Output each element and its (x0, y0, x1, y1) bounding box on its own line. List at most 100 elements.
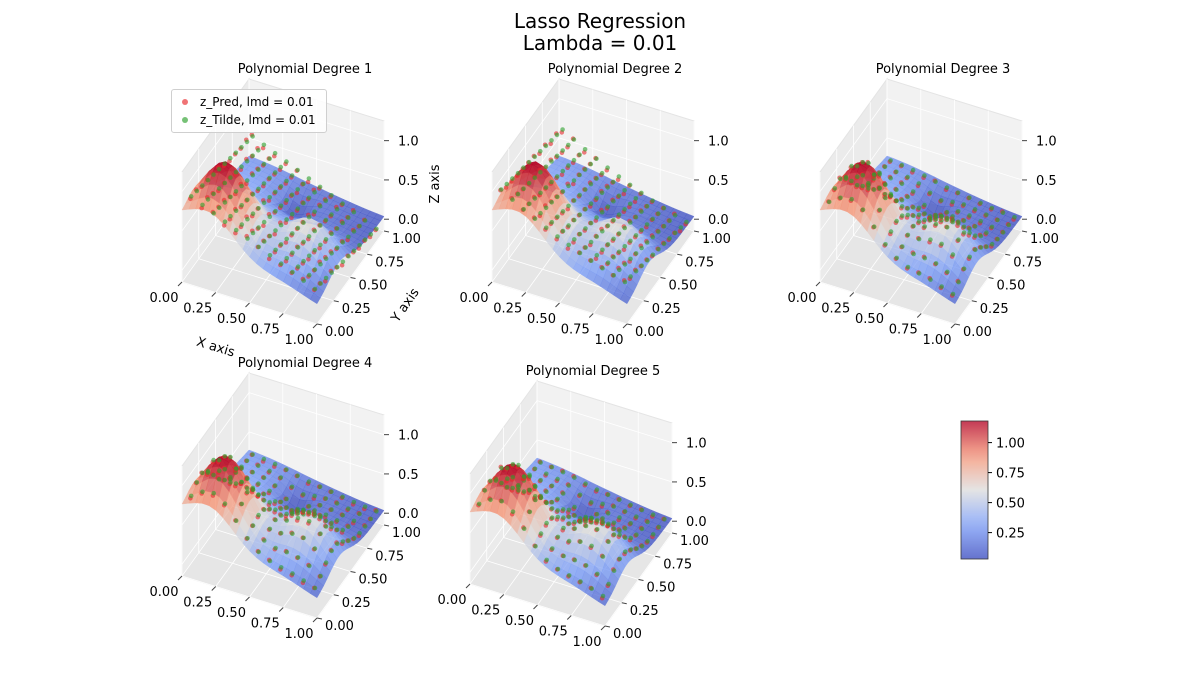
tilde-point (566, 507, 572, 513)
y-tick (671, 532, 678, 535)
tilde-point (628, 238, 633, 244)
grid-line (248, 431, 385, 475)
tilde-point (312, 585, 318, 591)
tilde-point (532, 154, 537, 160)
y-tick (350, 571, 356, 573)
tilde-point (600, 554, 606, 559)
x-tick-label: 1.00 (595, 333, 624, 348)
x-tick (312, 323, 318, 329)
tilde-point (944, 225, 950, 230)
tilde-point (538, 460, 543, 465)
tilde-point (634, 514, 639, 519)
tilde-point (301, 535, 306, 541)
tilde-point (871, 172, 877, 177)
tilde-point (650, 198, 655, 203)
tilde-point (583, 481, 588, 486)
tilde-point (555, 496, 560, 502)
tilde-point (549, 515, 555, 520)
tilde-point (346, 253, 351, 259)
tilde-point (284, 217, 289, 222)
tilde-point (883, 182, 888, 187)
tilde-point (228, 213, 233, 219)
tilde-point (566, 538, 572, 544)
y-tick (693, 230, 700, 233)
tilde-point (527, 474, 532, 479)
tilde-point (323, 560, 329, 565)
tilde-point (922, 255, 928, 261)
tilde-point (899, 197, 905, 203)
tilde-point (329, 489, 334, 494)
tilde-point (894, 255, 899, 261)
tilde-point (273, 507, 278, 512)
tilde-point (295, 245, 301, 250)
tilde-point (244, 458, 250, 464)
tilde-point (577, 152, 582, 157)
y-tick (643, 300, 649, 303)
tilde-point (544, 489, 549, 494)
tilde-point (905, 264, 911, 270)
x-tick-label: 0.50 (527, 312, 556, 327)
tilde-point (295, 187, 300, 192)
tilde-point (267, 558, 273, 564)
tilde-point (566, 242, 571, 248)
tilde-point (318, 281, 323, 286)
tilde-point (498, 187, 504, 192)
tilde-point (233, 169, 239, 175)
tilde-point (543, 205, 549, 211)
tilde-point (194, 480, 200, 485)
figure-title: Lasso Regression Lambda = 0.01 (0, 10, 1200, 54)
tilde-point (650, 234, 656, 240)
grid-line (181, 392, 250, 486)
tilde-point (222, 454, 228, 459)
plot-3d-degree-4[interactable]: 0.000.250.500.751.000.000.250.500.751.00… (140, 371, 470, 666)
tilde-point (233, 150, 239, 156)
tilde-point (894, 218, 899, 224)
tilde-point (656, 229, 661, 234)
tilde-point (312, 190, 317, 195)
tilde-point (967, 230, 972, 236)
tilde-point (622, 225, 627, 231)
x-tick-label: 0.00 (150, 291, 179, 306)
tilde-point (594, 196, 599, 201)
tilde-point (1012, 215, 1017, 220)
tilde-point (504, 465, 510, 471)
tilde-point (538, 495, 544, 500)
pred-point (272, 231, 277, 237)
tilde-point (200, 183, 205, 188)
tilde-point (645, 538, 650, 544)
tilde-point (911, 205, 916, 210)
tilde-point (323, 198, 329, 203)
y-tick (988, 277, 994, 279)
tilde-point (250, 153, 255, 158)
tilde-point (616, 193, 622, 199)
tilde-point (323, 217, 329, 223)
plot-3d-degree-3[interactable]: 0.000.250.500.751.000.000.250.500.751.00… (778, 77, 1108, 372)
tilde-point (211, 457, 216, 463)
tilde-point (560, 491, 566, 496)
tilde-point (340, 201, 345, 206)
tilde-point (312, 286, 318, 292)
x-tick (533, 604, 538, 610)
y-tick-label: 0.25 (342, 596, 371, 611)
tilde-point (278, 222, 284, 228)
tilde-point (245, 489, 250, 495)
tilde-point (256, 186, 261, 192)
x-tick (245, 302, 250, 308)
plot-3d-degree-2[interactable]: 0.000.250.500.751.000.000.250.500.751.00… (450, 77, 780, 372)
tilde-point (329, 193, 334, 198)
tilde-point (278, 513, 284, 518)
tilde-point (1006, 222, 1012, 228)
tilde-point (555, 476, 560, 482)
tilde-point (476, 501, 482, 507)
tilde-point (560, 209, 566, 214)
subplot-title: Polynomial Degree 3 (875, 62, 1011, 77)
tilde-point (357, 223, 362, 229)
z-tick-label: 0.5 (708, 174, 729, 189)
tilde-point (572, 519, 577, 525)
tilde-point (572, 475, 577, 480)
tilde-point (538, 190, 543, 196)
subplot-degree-5: Polynomial Degree 5 0.00 0.25 0.50 0.75 1.00… (428, 364, 758, 664)
tilde-point (582, 167, 588, 172)
tilde-point (295, 515, 301, 521)
plot-3d-degree-5[interactable]: 0.000.250.500.751.000.000.250.500.751.00… (428, 379, 758, 674)
